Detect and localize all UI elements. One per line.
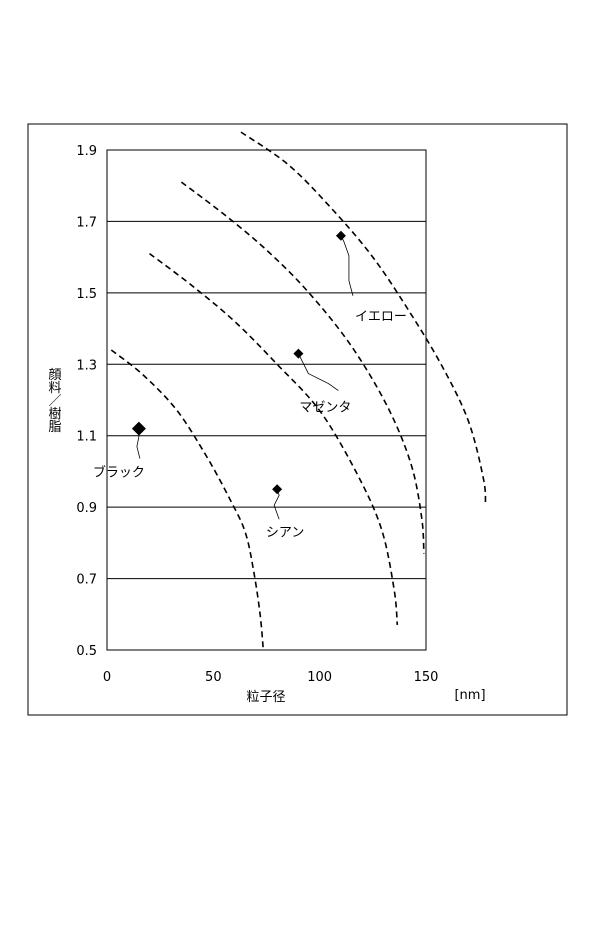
x-tick-label: 100	[307, 670, 332, 685]
y-tick-label: 1.9	[76, 144, 97, 159]
data-point-label: イエロー	[355, 310, 407, 325]
y-tick-label: 0.5	[76, 644, 97, 659]
y-tick-label: 1.1	[76, 430, 97, 445]
y-tick-label: 1.3	[76, 358, 97, 373]
data-point-label: ブラック	[93, 465, 145, 481]
callout-line	[341, 236, 353, 296]
data-point-label: シアン	[266, 525, 304, 540]
dashed-curve	[111, 350, 263, 650]
x-tick-label: 0	[103, 670, 111, 685]
y-tick-label: 1.5	[76, 287, 97, 302]
y-tick-label: 1.7	[76, 215, 97, 230]
chart-frame	[28, 124, 567, 715]
dashed-curve	[181, 182, 424, 553]
y-tick-label: 0.9	[76, 501, 97, 516]
grid-lines	[107, 150, 426, 579]
x-axis-title: 粒子径	[246, 690, 285, 705]
y-tick-label: 0.7	[76, 573, 97, 588]
y-axis-title: 顔料／樹脂	[46, 368, 62, 433]
x-tick-label: 50	[205, 670, 222, 685]
dashed-curves	[111, 132, 485, 650]
tick-labels: 0.5 0.7 0.9 1.1 1.3 1.5 1.7 1.9 0 50 100 150	[76, 144, 438, 685]
callout-line	[298, 354, 338, 391]
x-axis-unit: [nm]	[454, 688, 485, 703]
data-point-label: マゼンタ	[299, 401, 351, 416]
x-tick-label: 150	[414, 670, 439, 685]
plot-area	[107, 150, 426, 650]
data-points: ブラックシアン マゼンタ イエロー	[93, 231, 407, 541]
